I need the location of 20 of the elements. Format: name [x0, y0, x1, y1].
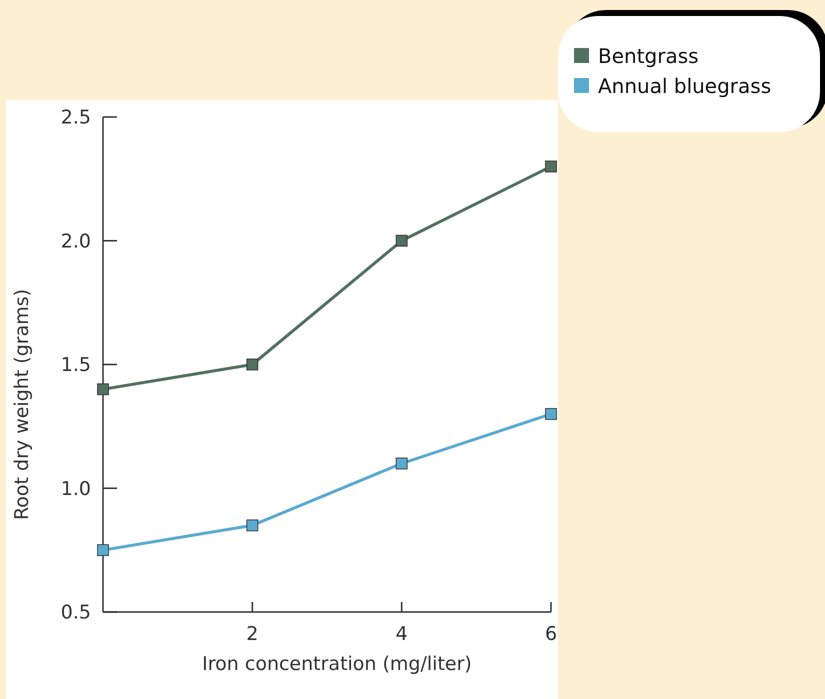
y-tick-label: 1.5 — [60, 354, 91, 376]
legend-label: Bentgrass — [598, 44, 699, 68]
point — [97, 383, 109, 396]
point — [246, 519, 258, 532]
point — [396, 234, 408, 247]
x-tick-label: 2 — [246, 623, 258, 645]
x-tick-label: 4 — [396, 623, 408, 645]
point — [545, 408, 557, 420]
y-tick-label: 2.5 — [60, 106, 91, 129]
x-axis-title: Iron concentration (mg/liter) — [202, 653, 472, 675]
point — [545, 160, 557, 172]
y-axis-title: Root dry weight (grams) — [11, 288, 33, 520]
y-tick-label: 1.0 — [60, 478, 91, 500]
y-tick-label: 2.0 — [60, 230, 91, 252]
y-tick-label: 0.5 — [60, 602, 91, 624]
point — [396, 458, 408, 470]
x-tick-label: 6 — [544, 623, 558, 645]
point — [97, 544, 109, 556]
point — [246, 358, 258, 370]
legend-label: Annual bluegrass — [598, 74, 772, 98]
